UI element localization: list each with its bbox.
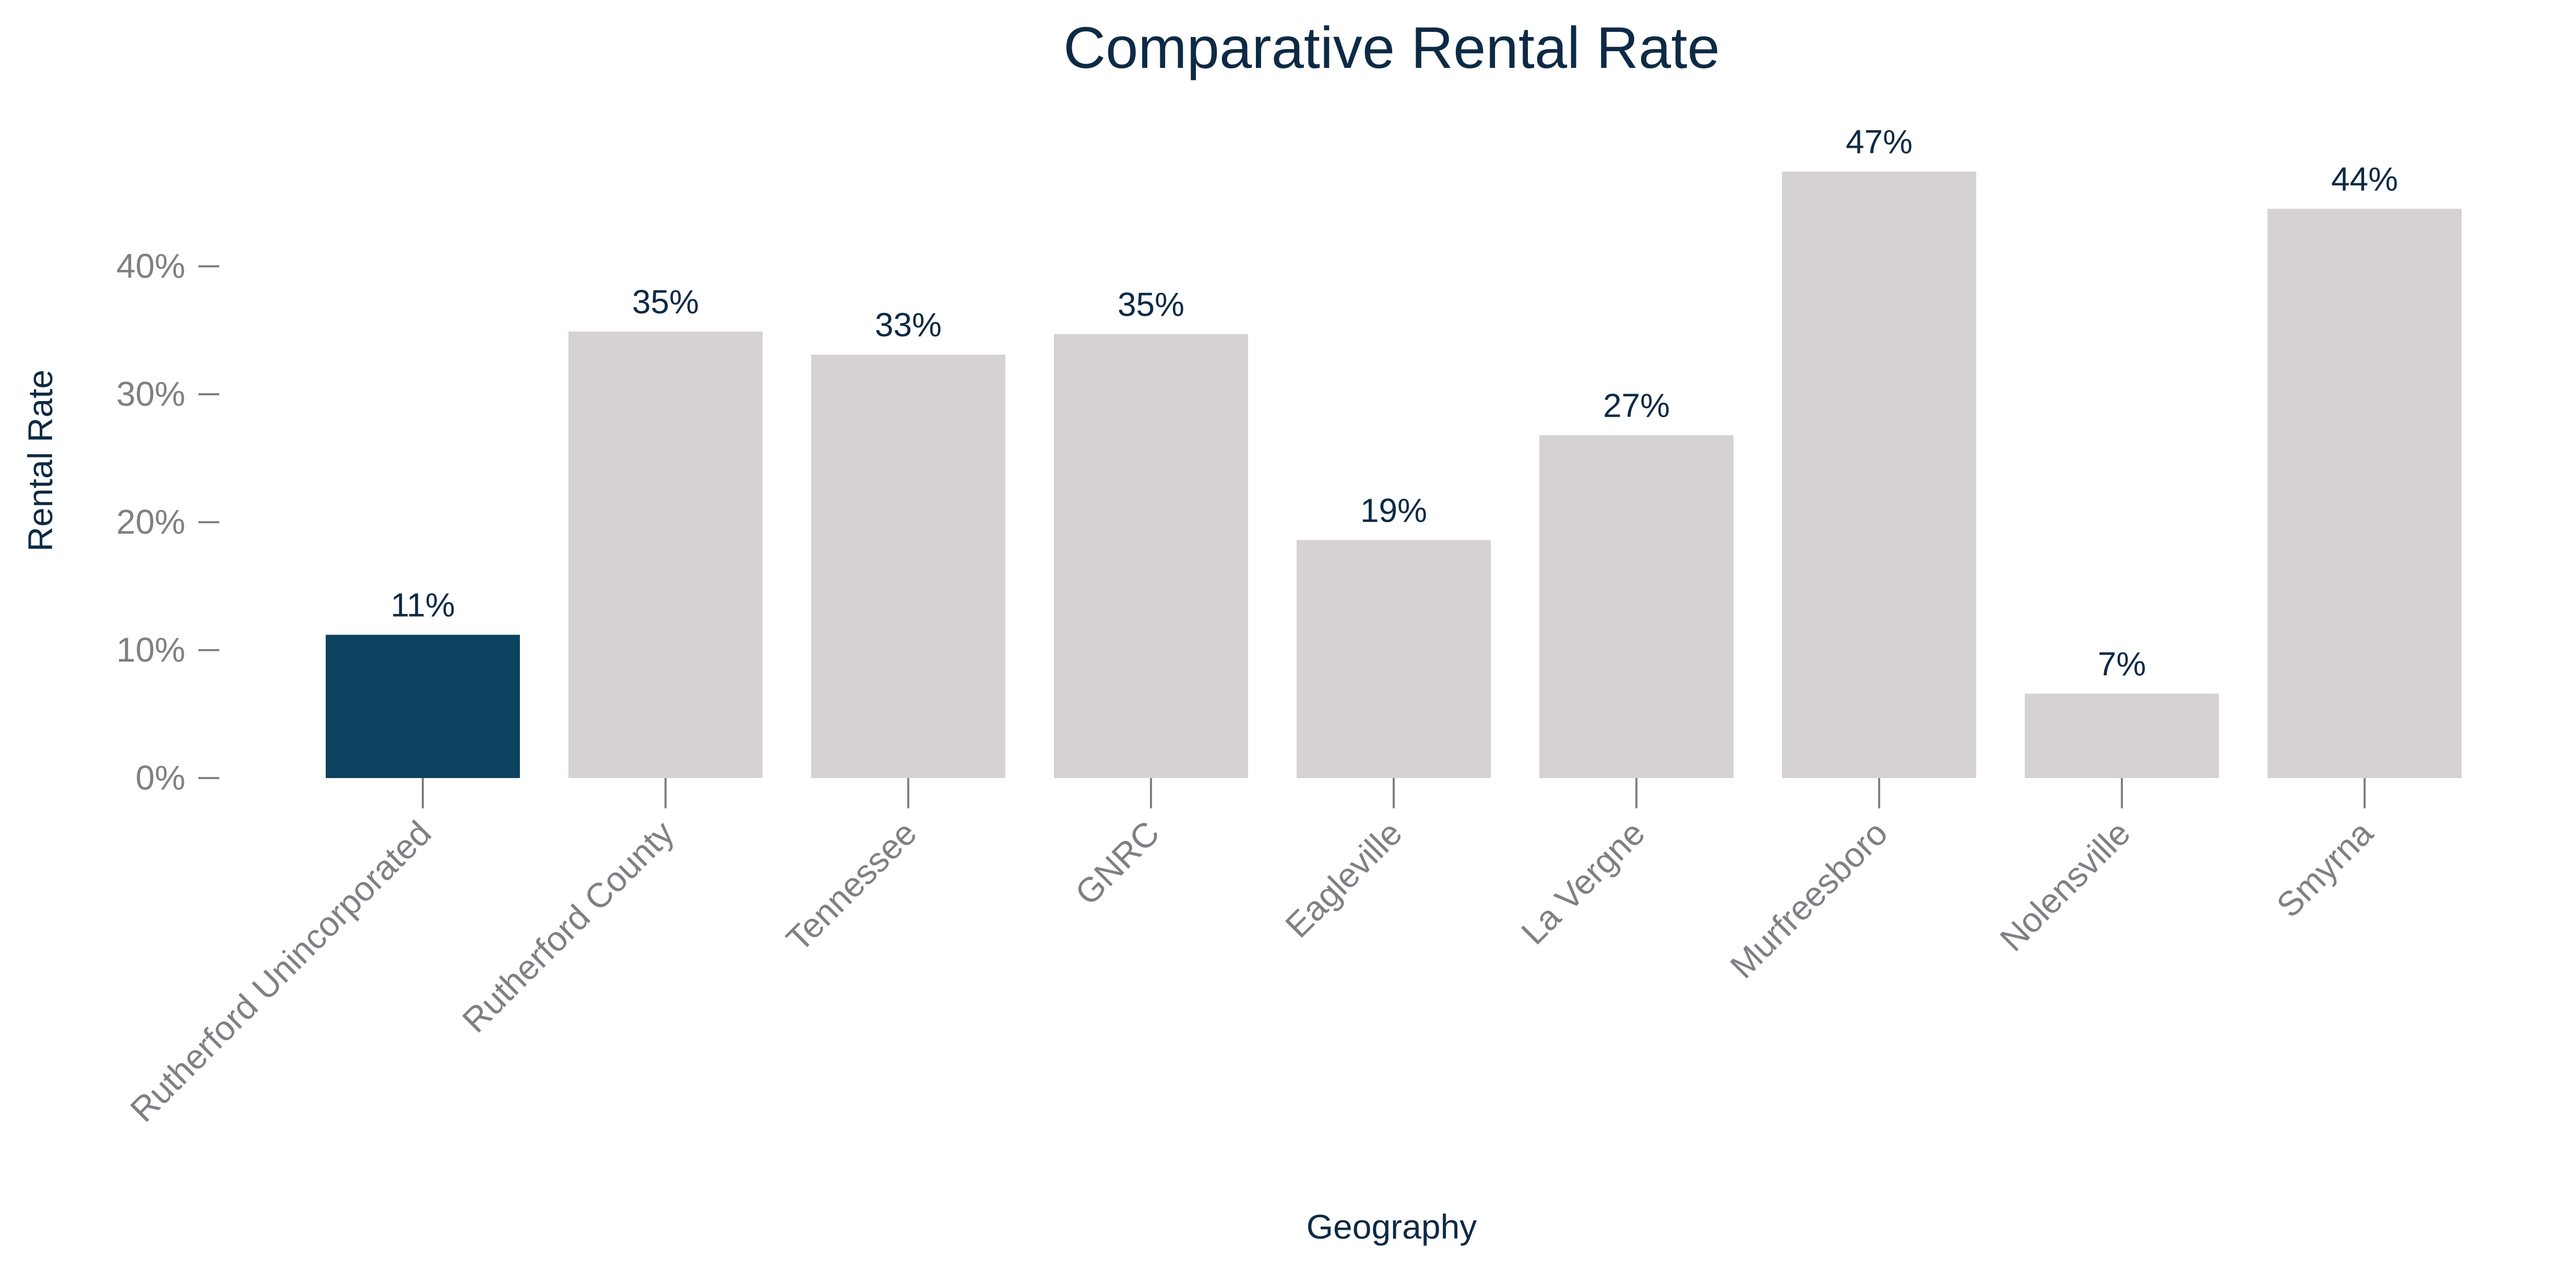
y-tick-label: 10% — [116, 630, 185, 669]
x-axis: Rutherford Unincorporated Rutherford Coun… — [123, 778, 2380, 1129]
bar — [568, 331, 763, 778]
y-tick-label: 40% — [116, 246, 185, 285]
x-axis-label: Geography — [1307, 1207, 1477, 1246]
x-tick-label: La Vergne — [1514, 814, 1652, 952]
bar — [1054, 334, 1248, 778]
x-tick-label: Rutherford County — [455, 814, 681, 1040]
y-axis: 0% 10% 20% 30% 40% — [116, 246, 219, 797]
y-tick-label: 0% — [136, 758, 185, 797]
bar — [326, 634, 520, 778]
chart-title: Comparative Rental Rate — [1063, 15, 1719, 80]
x-tick-label: GNRC — [1067, 814, 1167, 913]
bar — [2025, 693, 2219, 778]
bar — [1539, 435, 1734, 778]
bars-group: 11% 35% 33% 35% 19% 27% 47% 7% 44% — [326, 123, 2462, 779]
data-label: 7% — [2098, 645, 2146, 682]
y-tick-label: 30% — [116, 374, 185, 413]
y-tick-label: 20% — [116, 502, 185, 541]
data-label: 44% — [2331, 160, 2398, 198]
data-label: 27% — [1603, 386, 1670, 424]
data-label: 35% — [1118, 286, 1184, 323]
x-tick-label: Eagleville — [1278, 814, 1409, 945]
bar — [2268, 208, 2462, 778]
data-label: 19% — [1360, 491, 1427, 529]
bar — [811, 355, 1005, 778]
x-tick-label: Rutherford Unincorporated — [123, 814, 438, 1129]
data-label: 33% — [875, 306, 942, 344]
y-axis-label: Rental Rate — [21, 370, 60, 552]
x-tick-label: Nolensville — [1992, 814, 2138, 959]
data-label: 11% — [390, 586, 455, 624]
x-tick-label: Tennessee — [779, 814, 924, 959]
x-tick-label: Smyrna — [2269, 813, 2380, 924]
data-label: 35% — [632, 283, 699, 321]
data-label: 47% — [1846, 123, 1913, 161]
bar — [1297, 540, 1491, 778]
bar — [1782, 171, 1976, 779]
x-tick-label: Murfreesboro — [1723, 814, 1895, 986]
